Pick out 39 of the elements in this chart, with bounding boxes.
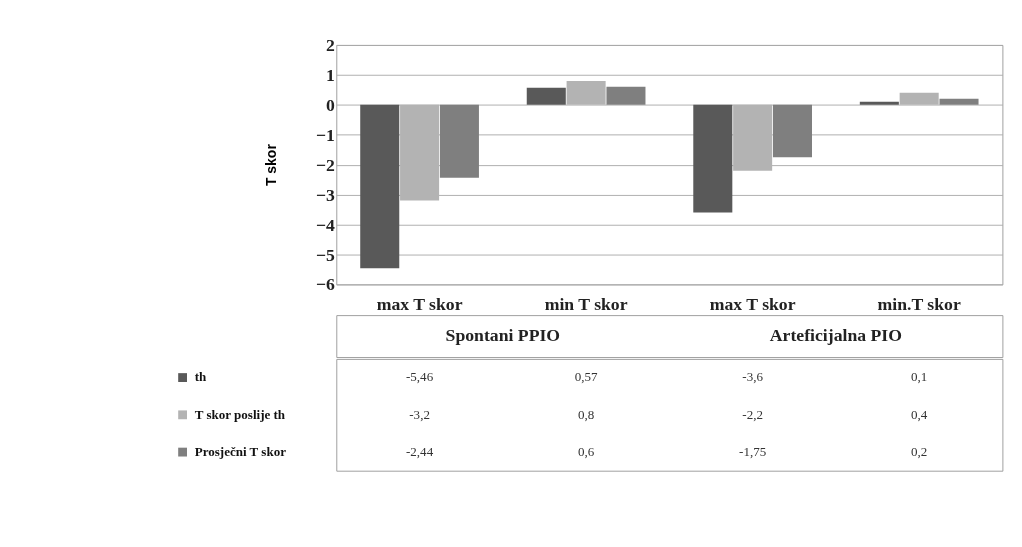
y-tick-label: 2	[326, 35, 336, 56]
data-label: 0,8	[577, 406, 595, 422]
bar	[939, 98, 979, 105]
bar	[360, 104, 400, 269]
data-label: -5,46	[406, 369, 434, 385]
data-label: -1,75	[739, 443, 767, 459]
data-label: -2,44	[406, 443, 434, 459]
data-label: -2,2	[742, 406, 763, 422]
bar	[859, 101, 899, 105]
y-tick-label: −6	[315, 274, 336, 295]
bar	[526, 87, 566, 105]
data-label: 0,57	[574, 369, 598, 385]
bar	[693, 104, 733, 213]
y-tick-label: −2	[315, 154, 336, 175]
x-tick-label: min.T skor	[877, 294, 961, 315]
text: Spontani PPIO	[445, 325, 561, 346]
y-tick-label: −1	[315, 124, 335, 145]
legend-label: T skor poslije th	[194, 406, 286, 422]
x-tick-label: max T skor	[709, 294, 796, 315]
x-tick-label: min T skor	[544, 294, 628, 315]
y-tick-label: −3	[315, 184, 336, 205]
y-axis-title: T skor	[262, 143, 279, 187]
data-label: 0,4	[911, 406, 928, 422]
y-tick-label: 0	[326, 94, 336, 115]
y-tick-label: 1	[326, 64, 335, 85]
bar	[439, 104, 479, 178]
data-label: 0,6	[577, 443, 595, 459]
x-tick-label: max T skor	[376, 294, 463, 315]
legend-label: th	[194, 369, 208, 385]
data-label: 0,2	[911, 443, 928, 459]
data-label: -3,6	[742, 369, 764, 385]
legend-label: Prosječni T skor	[194, 443, 287, 459]
bar	[606, 86, 646, 105]
y-tick-label: −5	[315, 244, 336, 265]
y-tick-label: −4	[315, 214, 336, 235]
bar	[772, 104, 812, 158]
text: Arteficijalna PIO	[769, 325, 902, 346]
data-label: -3,2	[409, 406, 430, 422]
data-label: 0,1	[911, 369, 928, 385]
